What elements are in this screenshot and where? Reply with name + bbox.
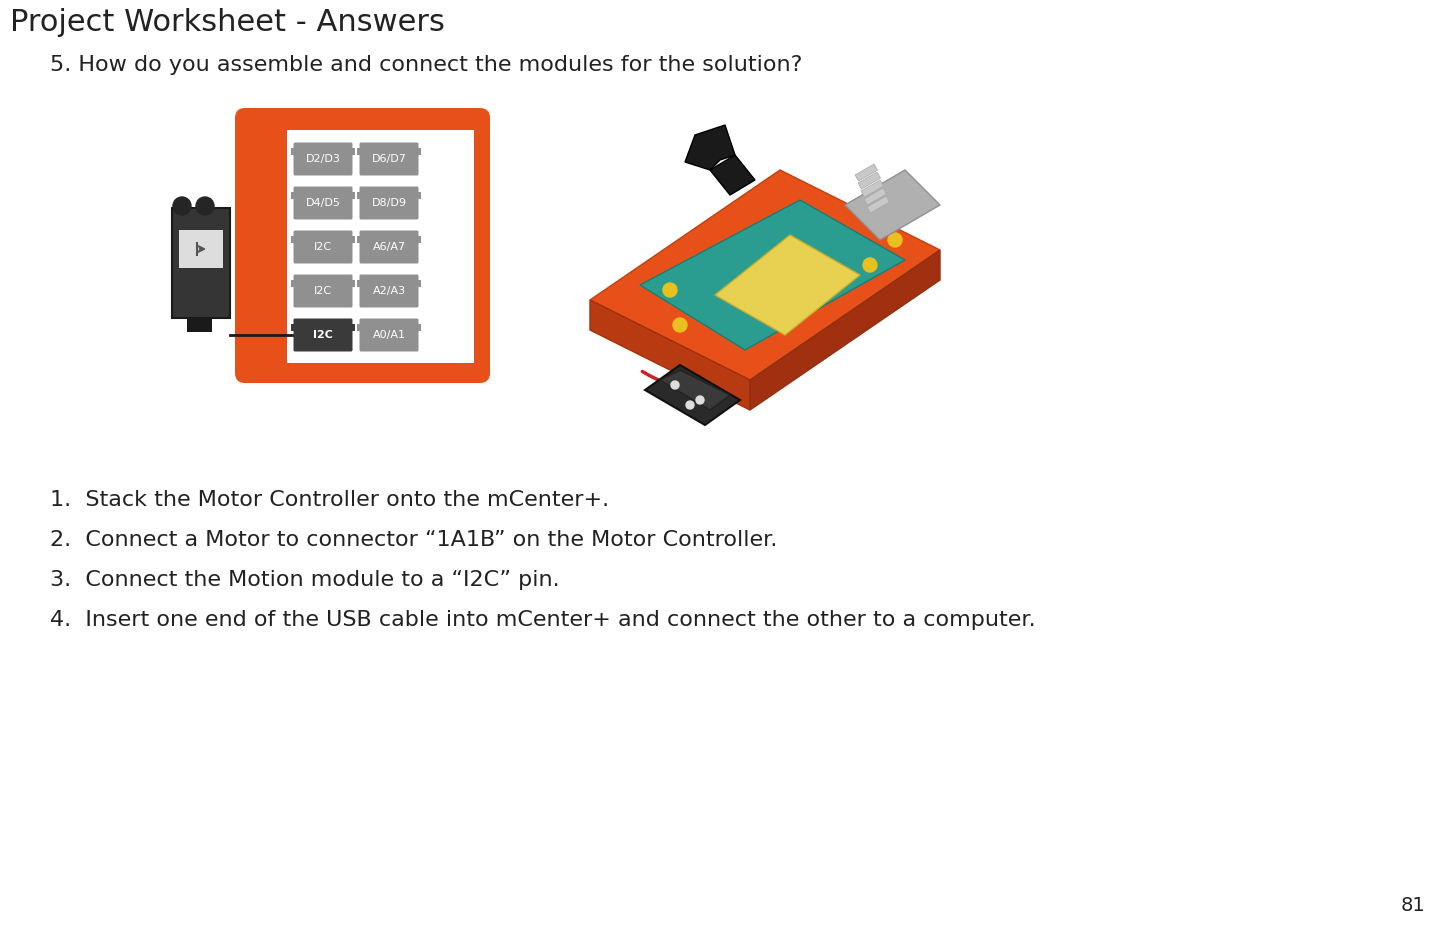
FancyBboxPatch shape [359, 319, 418, 351]
Text: D2/D3: D2/D3 [306, 154, 341, 164]
Text: A6/A7: A6/A7 [372, 242, 405, 252]
Bar [415, 236, 421, 243]
Bar [187, 318, 213, 332]
Bar [172, 208, 230, 318]
Bar [415, 148, 421, 155]
FancyBboxPatch shape [359, 275, 418, 308]
Circle shape [864, 258, 877, 272]
Polygon shape [591, 300, 750, 410]
Bar [349, 236, 355, 243]
Bar [356, 192, 364, 199]
Circle shape [172, 197, 191, 215]
Polygon shape [591, 170, 940, 380]
Bar [349, 192, 355, 199]
Text: A0/A1: A0/A1 [372, 330, 405, 340]
Bar [180, 230, 223, 268]
Text: 81: 81 [1400, 896, 1426, 915]
Text: Project Worksheet - Answers: Project Worksheet - Answers [10, 8, 445, 37]
FancyBboxPatch shape [359, 143, 418, 175]
Circle shape [696, 396, 704, 404]
Bar [292, 280, 297, 287]
FancyBboxPatch shape [293, 275, 352, 308]
Text: A2/A3: A2/A3 [372, 286, 405, 296]
Text: 4.  Insert one end of the USB cable into mCenter+ and connect the other to a com: 4. Insert one end of the USB cable into … [50, 610, 1036, 630]
Circle shape [673, 318, 687, 332]
Text: I2C: I2C [313, 286, 332, 296]
Polygon shape [750, 250, 940, 410]
Bar [349, 324, 355, 331]
Bar [292, 324, 297, 331]
Polygon shape [639, 200, 905, 350]
Bar [415, 324, 421, 331]
Bar [855, 164, 878, 181]
Bar [356, 148, 364, 155]
Text: 1.  Stack the Motor Controller onto the mCenter+.: 1. Stack the Motor Controller onto the m… [50, 490, 609, 510]
Bar [292, 236, 297, 243]
Circle shape [685, 401, 694, 409]
Text: D8/D9: D8/D9 [372, 198, 407, 208]
Bar [292, 148, 297, 155]
Text: 5. How do you assemble and connect the modules for the solution?: 5. How do you assemble and connect the m… [50, 55, 802, 75]
Bar [864, 188, 887, 205]
FancyBboxPatch shape [293, 186, 352, 220]
Text: I2C: I2C [313, 242, 332, 252]
Bar [356, 236, 364, 243]
Bar [861, 180, 884, 197]
Polygon shape [685, 125, 734, 170]
FancyBboxPatch shape [359, 186, 418, 220]
Bar [867, 196, 890, 213]
Circle shape [195, 197, 214, 215]
Bar [349, 280, 355, 287]
Bar [356, 324, 364, 331]
FancyBboxPatch shape [293, 319, 352, 351]
FancyBboxPatch shape [359, 230, 418, 264]
Circle shape [888, 233, 902, 247]
Text: D4/D5: D4/D5 [306, 198, 341, 208]
Text: 2.  Connect a Motor to connector “1A1B” on the Motor Controller.: 2. Connect a Motor to connector “1A1B” o… [50, 530, 777, 550]
Polygon shape [710, 155, 754, 195]
Bar [415, 192, 421, 199]
Text: D6/D7: D6/D7 [372, 154, 407, 164]
Text: I2C: I2C [313, 330, 333, 340]
Circle shape [671, 381, 680, 389]
FancyBboxPatch shape [236, 108, 490, 383]
Polygon shape [845, 170, 940, 240]
Polygon shape [645, 365, 740, 425]
Bar [287, 130, 474, 363]
Circle shape [662, 283, 677, 297]
Polygon shape [660, 370, 730, 410]
FancyBboxPatch shape [293, 143, 352, 175]
Bar [415, 280, 421, 287]
Bar [292, 192, 297, 199]
Text: 3.  Connect the Motion module to a “I2C” pin.: 3. Connect the Motion module to a “I2C” … [50, 570, 559, 590]
Polygon shape [716, 235, 859, 335]
FancyBboxPatch shape [293, 230, 352, 264]
Bar [858, 172, 881, 189]
Bar [356, 280, 364, 287]
Bar [349, 148, 355, 155]
